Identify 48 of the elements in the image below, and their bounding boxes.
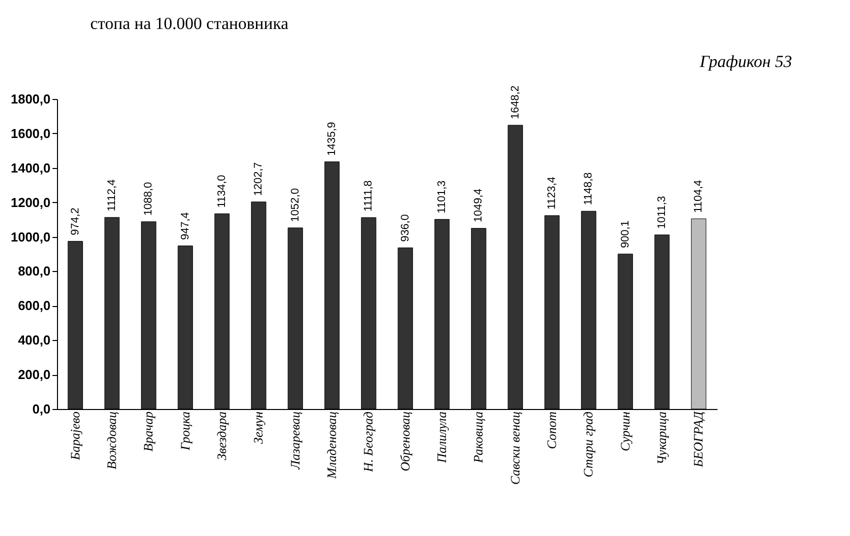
data-label: 900,1 xyxy=(619,220,632,248)
y-tick-label: 800,0 xyxy=(18,264,50,279)
x-tick-label: Обреновац xyxy=(397,411,412,472)
text: Графикон 53 xyxy=(698,52,792,71)
x-tick-label: Чукарица xyxy=(654,411,669,465)
x-tick-label: Палилула xyxy=(434,411,449,464)
x-tick-label: Лазаревац xyxy=(287,411,302,470)
y-tick-label: 600,0 xyxy=(18,298,50,314)
data-label: 1049,4 xyxy=(472,188,485,222)
data-label: 1104,4 xyxy=(692,180,705,213)
data-label: 1101,3 xyxy=(436,180,448,214)
x-tick-label: Земун xyxy=(250,412,266,444)
data-label: 1111,8 xyxy=(362,180,375,212)
data-label: 936,0 xyxy=(399,214,412,242)
data-label: 1052,0 xyxy=(289,188,302,222)
y-tick-label: 400,0 xyxy=(18,332,50,348)
y-tick-label: 1600,0 xyxy=(10,126,50,141)
y-tick-label: 200,0 xyxy=(18,367,50,382)
x-tick-label: БЕОГРАД xyxy=(690,410,706,468)
data-label: 1011,3 xyxy=(656,196,668,229)
x-tick-label: Врачар xyxy=(140,411,156,452)
data-label: 1123,4 xyxy=(546,176,558,210)
x-tick-label: Н. Београд xyxy=(360,411,376,473)
data-label: 1435,9 xyxy=(326,122,338,156)
data-label: 947,4 xyxy=(179,212,192,240)
x-tick-label: Вождовац xyxy=(104,411,119,470)
y-tick-label: 1400,0 xyxy=(10,160,50,176)
x-tick-label: Савски венац xyxy=(507,411,522,485)
y-tick-label: 1800,0 xyxy=(10,92,50,106)
data-label: 974,2 xyxy=(69,208,82,236)
data-label: 1112,4 xyxy=(106,179,118,212)
x-tick-label: Звездара xyxy=(214,411,229,460)
x-tick-label: Барајево xyxy=(67,411,82,462)
y-tick-label: 0,0 xyxy=(32,402,50,416)
data-label: 1134,0 xyxy=(216,174,228,208)
x-tick-label: Стари град xyxy=(580,411,596,478)
data-label: 1648,2 xyxy=(509,85,522,120)
y-tick-label: 1000,0 xyxy=(10,229,50,244)
y-tick-label: 1200,0 xyxy=(10,194,50,210)
chart-title: стопа на 10.000 становника xyxy=(90,14,289,33)
x-tick-label: Гроцка xyxy=(177,411,192,452)
data-label: 1088,0 xyxy=(142,182,155,216)
data-label: 1202,7 xyxy=(252,162,265,196)
x-tick-label: Сопот xyxy=(544,412,559,450)
x-tick-label: Раковица xyxy=(470,411,486,464)
data-label: 1148,8 xyxy=(582,172,595,206)
x-tick-label: Сурчин xyxy=(617,412,632,452)
x-tick-label: Младеновац xyxy=(324,411,339,480)
